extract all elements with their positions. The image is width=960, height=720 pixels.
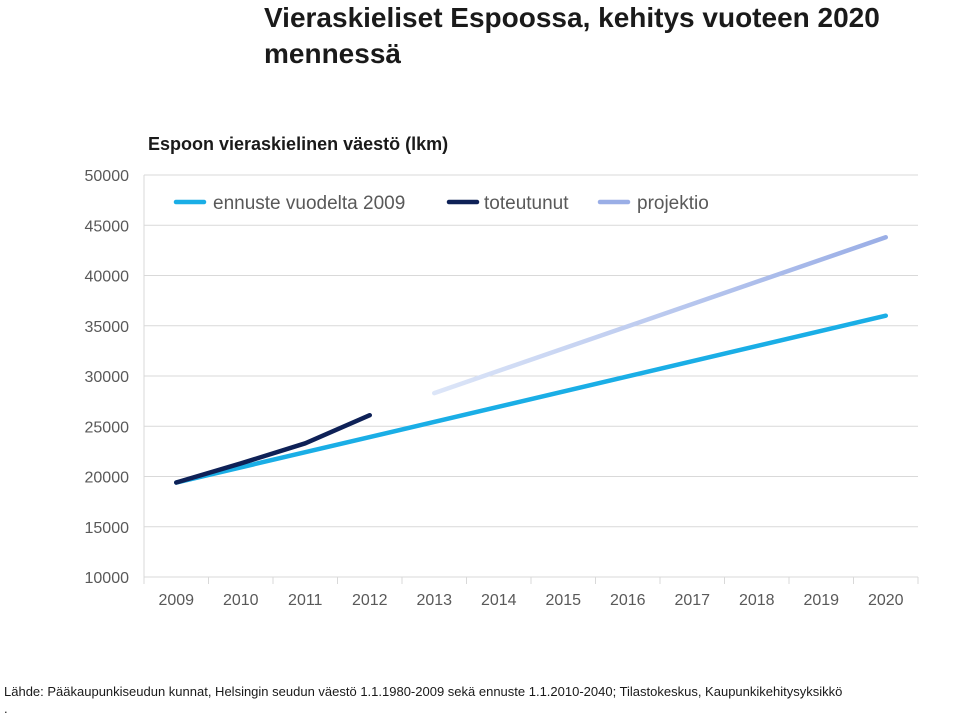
x-tick-label: 2013 xyxy=(416,592,452,609)
grid-layer xyxy=(143,174,918,578)
page-title: Vieraskieliset Espoossa, kehitys vuoteen… xyxy=(264,2,880,69)
x-axis-ticks: 2009 2010 2011 2012 2013 2014 2015 2016 2017 2018… xyxy=(143,577,919,609)
y-tick-label: 10000 xyxy=(85,570,130,587)
y-tick-label: 30000 xyxy=(85,369,130,386)
x-tick-label: 2011 xyxy=(288,592,323,609)
x-tick-label: 2017 xyxy=(674,592,710,609)
chart-svg: Espoon vieraskielinen väestö (lkm) 10000… xyxy=(85,134,919,609)
y-tick-label: 15000 xyxy=(85,520,130,537)
source-note-tail: . xyxy=(4,701,8,716)
x-tick-label: 2014 xyxy=(481,592,517,609)
series-layer xyxy=(174,235,888,485)
x-tick-label: 2019 xyxy=(803,592,839,609)
x-tick-label: 2016 xyxy=(610,592,646,609)
series-line-1 xyxy=(174,412,372,485)
legend-label-1: toteutunut xyxy=(484,193,569,214)
legend-label-0: ennuste vuodelta 2009 xyxy=(213,193,405,214)
x-tick-label: 2015 xyxy=(545,592,581,609)
x-tick-label: 2009 xyxy=(158,592,194,609)
chart-title: Espoon vieraskielinen väestö (lkm) xyxy=(148,134,448,154)
legend: ennuste vuodelta 2009 toteutunut projektio xyxy=(173,193,709,214)
x-tick-label: 2018 xyxy=(739,592,775,609)
y-axis-ticks: 10000 15000 20000 25000 30000 35000 40000 45000… xyxy=(85,168,130,587)
chart: Espoon vieraskielinen väestö (lkm) 10000… xyxy=(0,120,960,620)
legend-label-2: projektio xyxy=(637,193,709,214)
x-tick-label: 2012 xyxy=(352,592,388,609)
y-tick-label: 50000 xyxy=(85,168,130,185)
y-tick-label: 20000 xyxy=(85,470,130,487)
series-line-0 xyxy=(174,313,888,485)
x-tick-label: 2020 xyxy=(868,592,904,609)
series-line-2 xyxy=(432,235,888,396)
y-tick-label: 40000 xyxy=(85,269,130,286)
y-tick-label: 25000 xyxy=(85,419,130,436)
y-tick-label: 35000 xyxy=(85,319,130,336)
x-tick-label: 2010 xyxy=(223,592,259,609)
y-tick-label: 45000 xyxy=(85,218,130,235)
source-note: Lähde: Pääkaupunkiseudun kunnat, Helsing… xyxy=(4,684,843,699)
